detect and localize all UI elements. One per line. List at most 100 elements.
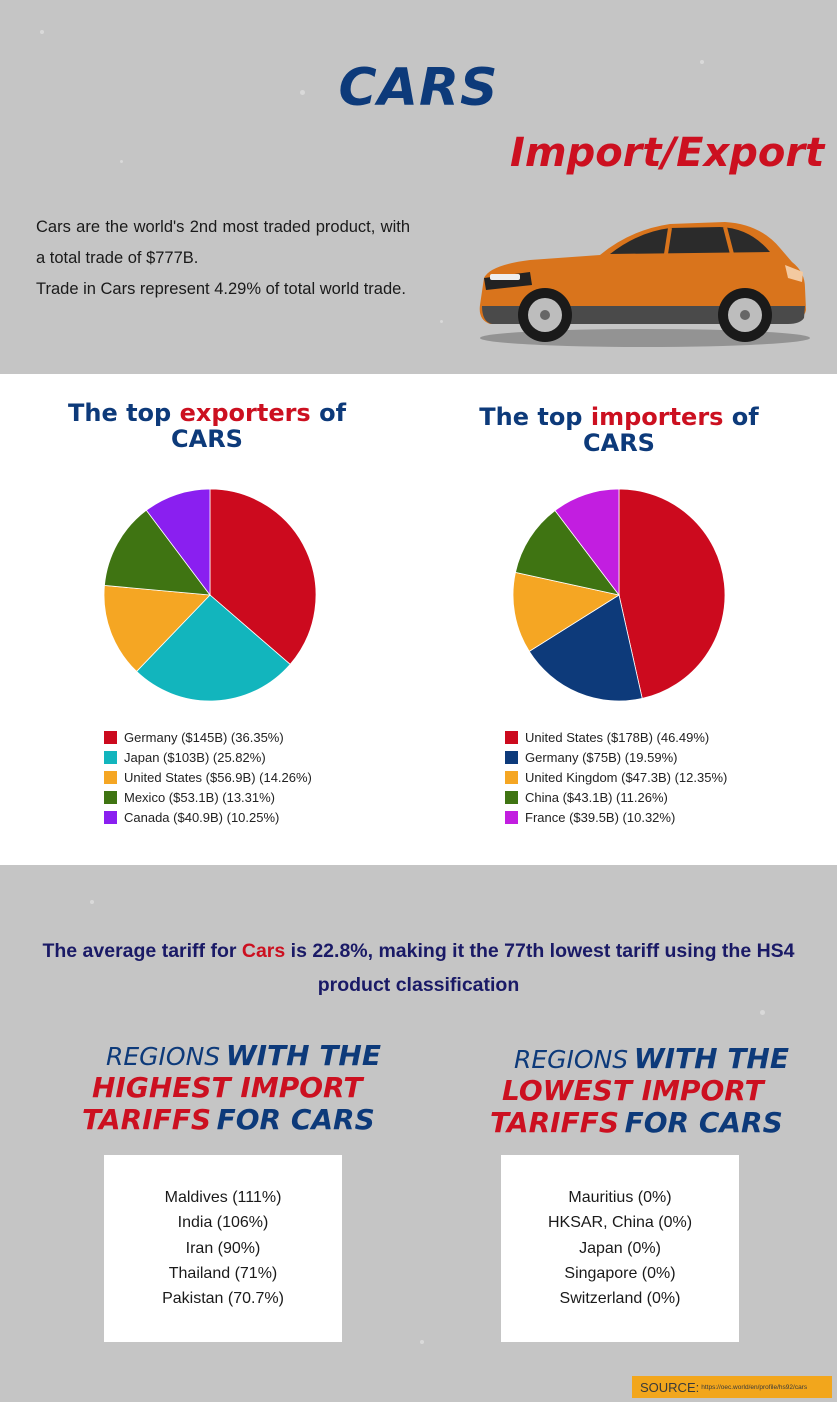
importers-title: The top importers of CARS (469, 404, 769, 456)
legend-swatch (505, 810, 518, 824)
lowest-heading-for-cars: FOR CARS (624, 1106, 783, 1139)
source-label: SOURCE: (640, 1379, 700, 1395)
legend-swatch (104, 770, 117, 784)
page-subtitle: Import/Export (510, 130, 825, 176)
legend-swatch (104, 730, 117, 744)
tariff-statement: The average tariff for Cars is 22.8%, ma… (30, 934, 807, 1002)
texture-speck (420, 1340, 424, 1344)
list-item: Switzerland (0%) (559, 1290, 681, 1308)
highest-heading-tariffs: TARIFFS (82, 1103, 211, 1136)
legend-item: Canada ($40.9B) (10.25%) (104, 807, 312, 827)
legend-swatch (104, 810, 117, 824)
list-item: Japan (0%) (579, 1239, 661, 1257)
legend-item: United Kingdom ($47.3B) (12.35%) (505, 767, 727, 787)
list-item: Singapore (0%) (564, 1264, 676, 1282)
legend-item: France ($39.5B) (10.32%) (505, 807, 727, 827)
lowest-heading-tariffs: TARIFFS (490, 1106, 619, 1139)
legend-label: Mexico ($53.1B) (13.31%) (124, 789, 276, 805)
exporters-title: The top exporters of CARS (57, 400, 357, 452)
pie-slice (514, 509, 620, 596)
importers-title-suffix: of (723, 403, 759, 431)
legend-label: Germany ($145B) (36.35%) (124, 729, 284, 745)
car-illustration (479, 222, 810, 347)
list-item: Pakistan (70.7%) (162, 1290, 284, 1308)
legend-swatch (505, 790, 518, 804)
legend-item: United States ($56.9B) (14.26%) (104, 767, 312, 787)
pie-slice (103, 585, 211, 673)
legend-item: China ($43.1B) (11.26%) (505, 787, 727, 807)
texture-speck (120, 160, 123, 163)
texture-speck (760, 1010, 765, 1015)
legend-item: United States ($178B) (46.49%) (505, 727, 727, 747)
legend-label: United States ($178B) (46.49%) (525, 729, 710, 745)
intro-text: Cars are the world's 2nd most traded pro… (36, 212, 410, 305)
exporters-legend: Germany ($145B) (36.35%) Japan ($103B) (2… (104, 727, 312, 827)
highest-tariffs-list: Maldives (111%) India (106%) Iran (90%) … (104, 1155, 342, 1342)
list-item: Maldives (111%) (164, 1189, 282, 1206)
legend-swatch (104, 790, 117, 804)
highest-heading-line1: REGIONS WITH THE (106, 1040, 381, 1076)
list-item: Mauritius (0%) (568, 1189, 672, 1206)
lowest-heading-line1: REGIONS WITH THE (514, 1043, 789, 1079)
list-item: India (106%) (177, 1214, 269, 1232)
legend-label: Canada ($40.9B) (10.25%) (124, 809, 280, 825)
legend-label: Germany ($75B) (19.59%) (525, 749, 678, 765)
page-title: CARS (338, 58, 499, 118)
pie-slice (209, 488, 317, 665)
lowest-heading-line2: LOWEST IMPORT (502, 1075, 764, 1111)
legend-label: United States ($56.9B) (14.26%) (124, 769, 312, 785)
exporters-title-highlight: exporters (179, 399, 311, 427)
lowest-heading-with-the: WITH THE (633, 1042, 789, 1075)
highest-heading-highest-import: HIGHEST IMPORT (92, 1071, 363, 1104)
pie-slice (145, 488, 211, 597)
tariff-text-prefix: The average tariff for (42, 940, 242, 962)
source-badge: SOURCE: https://oec.world/en/profile/hs9… (632, 1376, 832, 1398)
texture-speck (700, 60, 704, 64)
exporters-title-suffix: of (310, 399, 347, 427)
highest-heading-for-cars: FOR CARS (216, 1103, 375, 1136)
legend-item: Germany ($75B) (19.59%) (505, 747, 727, 767)
legend-label: France ($39.5B) (10.32%) (525, 809, 676, 825)
pie-slice (103, 509, 211, 596)
list-item: Iran (90%) (185, 1239, 261, 1257)
highest-heading-line2: HIGHEST IMPORT (92, 1072, 362, 1108)
pie-slice (136, 594, 291, 702)
importers-title-line2: CARS (583, 429, 655, 457)
importers-title-prefix: The top (479, 403, 591, 431)
exporters-pie-chart (103, 488, 317, 702)
source-link[interactable]: https://oec.world/en/profile/hs92/cars (701, 1383, 808, 1391)
importers-legend: United States ($178B) (46.49%) Germany ($… (505, 727, 727, 827)
pie-slice (512, 571, 621, 652)
texture-speck (90, 900, 94, 904)
legend-swatch (104, 750, 117, 764)
tariff-text-suffix: is 22.8%, making it the 77th lowest tari… (285, 940, 795, 996)
pie-slice (618, 488, 726, 699)
list-item: Thailand (71%) (168, 1264, 278, 1282)
texture-speck (440, 320, 443, 323)
texture-speck (300, 90, 305, 95)
legend-label: China ($43.1B) (11.26%) (525, 789, 668, 805)
exporters-title-prefix: The top (67, 399, 180, 427)
legend-label: United Kingdom ($47.3B) (12.35%) (525, 769, 728, 785)
lowest-heading-regions: REGIONS (514, 1045, 629, 1074)
highest-heading-with-the: WITH THE (225, 1039, 381, 1072)
lowest-heading-lowest-import: LOWEST IMPORT (502, 1074, 764, 1107)
legend-label: Japan ($103B) (25.82%) (124, 749, 266, 765)
exporters-title-line2: CARS (171, 425, 243, 453)
legend-item: Japan ($103B) (25.82%) (104, 747, 312, 767)
intro-line-1: Cars are the world's 2nd most traded pro… (36, 218, 410, 267)
legend-item: Germany ($145B) (36.35%) (104, 727, 312, 747)
legend-swatch (505, 730, 518, 744)
legend-swatch (505, 750, 518, 764)
legend-swatch (505, 770, 518, 784)
highest-heading-regions: REGIONS (106, 1042, 221, 1071)
importers-title-highlight: importers (590, 403, 724, 431)
list-item: HKSAR, China (0%) (547, 1214, 693, 1232)
highest-heading-line3: TARIFFS FOR CARS (82, 1104, 375, 1140)
intro-line-2: Trade in Cars represent 4.29% of total w… (36, 280, 406, 298)
legend-item: Mexico ($53.1B) (13.31%) (104, 787, 312, 807)
pie-slice (554, 488, 620, 597)
tariff-text-highlight: Cars (241, 940, 286, 962)
pie-slice (528, 594, 643, 702)
lowest-tariffs-list: Mauritius (0%) HKSAR, China (0%) Japan (… (501, 1155, 739, 1342)
